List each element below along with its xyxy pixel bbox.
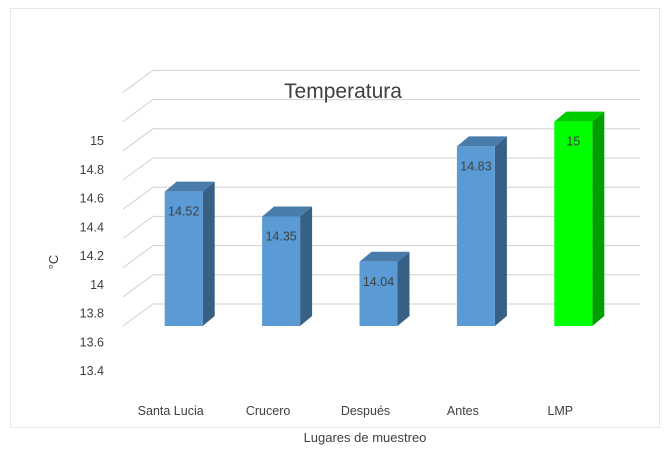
bar-side bbox=[397, 251, 410, 326]
data-label: 14.83 bbox=[460, 159, 491, 173]
bar bbox=[359, 251, 410, 326]
category-label: Santa Lucia bbox=[138, 404, 204, 418]
y-axis-ticks: 13.4 13.6 13.8 14 14.2 14.4 14.6 14.8 15 bbox=[80, 134, 104, 378]
bar-top bbox=[164, 181, 215, 192]
bar-top bbox=[456, 136, 507, 147]
data-label: 14.35 bbox=[265, 230, 296, 244]
bar-top bbox=[359, 251, 410, 262]
y-tick-label: 14.8 bbox=[80, 163, 104, 177]
bar bbox=[456, 136, 507, 326]
chart-title: Temperatura bbox=[284, 80, 402, 103]
bar-side bbox=[592, 111, 605, 326]
y-tick-label: 14 bbox=[90, 278, 104, 292]
y-axis-title: °C bbox=[46, 255, 61, 270]
data-label: 15 bbox=[566, 135, 580, 149]
y-tick-label: 15 bbox=[90, 134, 104, 148]
bar bbox=[554, 111, 605, 326]
category-label: Después bbox=[341, 404, 390, 418]
bar-side bbox=[494, 136, 507, 326]
bar-side bbox=[300, 206, 313, 326]
chart-frame bbox=[10, 8, 660, 428]
y-tick-label: 14.6 bbox=[80, 192, 104, 206]
bar-top bbox=[554, 111, 605, 122]
bar-front bbox=[262, 216, 301, 326]
bar-front bbox=[164, 191, 203, 326]
category-label: Antes bbox=[447, 404, 479, 418]
y-tick-label: 13.6 bbox=[80, 335, 104, 349]
bar bbox=[164, 181, 215, 326]
bar-front bbox=[359, 261, 398, 326]
bar-front bbox=[456, 146, 495, 326]
bar-front bbox=[554, 121, 593, 326]
gridline bbox=[122, 99, 640, 123]
bar-top bbox=[262, 206, 313, 217]
y-tick-label: 14.2 bbox=[80, 249, 104, 263]
x-axis-title: Lugares de muestreo bbox=[304, 430, 427, 445]
y-tick-label: 13.4 bbox=[80, 364, 104, 378]
y-tick-label: 14.4 bbox=[80, 220, 104, 234]
bars bbox=[164, 111, 605, 326]
data-label: 14.52 bbox=[168, 205, 199, 219]
gridline bbox=[122, 69, 640, 93]
bar-side bbox=[202, 181, 215, 326]
category-label: Crucero bbox=[246, 404, 291, 418]
y-tick-label: 13.8 bbox=[80, 307, 104, 321]
category-label: LMP bbox=[547, 404, 573, 418]
x-axis-categories: Santa Lucia Crucero Después Antes LMP bbox=[138, 404, 573, 418]
bar bbox=[262, 206, 313, 326]
data-label: 14.04 bbox=[363, 275, 394, 289]
gridline bbox=[122, 128, 640, 152]
data-labels: 14.52 14.35 14.04 14.83 15 bbox=[168, 135, 580, 289]
